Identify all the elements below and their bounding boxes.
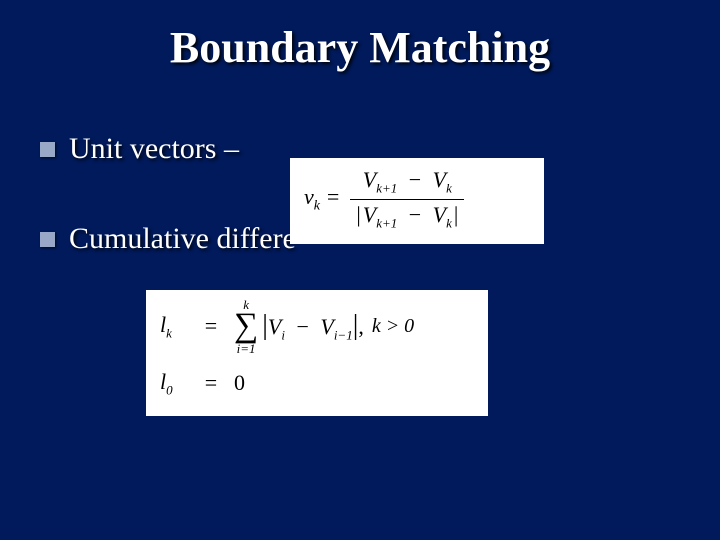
comma: , — [358, 314, 364, 339]
abs-open: | — [354, 202, 362, 227]
minus-sign: − — [403, 202, 427, 227]
f2-r1-rhs: k ∑ i=1 |Vi − Vi−1|, k > 0 — [234, 298, 414, 355]
f1-numerator: Vk+1 − Vk — [359, 167, 456, 196]
f1-lhs-var: v — [304, 184, 314, 209]
f1-den-b: Vk — [433, 202, 452, 227]
f1-num-b: Vk — [433, 167, 452, 192]
bullet-item-2: Cumulative differe — [40, 222, 296, 256]
formula-unit-vector: vk = Vk+1 − Vk |Vk+1 − Vk| — [290, 158, 544, 244]
sigma-icon: k ∑ i=1 — [234, 298, 258, 355]
minus-sign: − — [290, 314, 314, 339]
f2-r1-lhs: lk — [160, 312, 188, 341]
abs-close: | — [452, 202, 460, 227]
sigma-symbol: ∑ — [234, 311, 258, 342]
slide: Boundary Matching Unit vectors – Cumulat… — [0, 0, 720, 540]
formula-cumulative: lk = k ∑ i=1 |Vi − Vi−1|, k > 0 l0 — [146, 290, 488, 416]
minus-sign: − — [403, 167, 427, 192]
f1-num-a: Vk+1 — [363, 167, 398, 192]
f2-r2-rhs: 0 — [234, 370, 245, 396]
f2-row1: lk = k ∑ i=1 |Vi − Vi−1|, k > 0 — [160, 298, 474, 355]
f2-condition: k > 0 — [372, 315, 414, 338]
f1-denominator: |Vk+1 − Vk| — [350, 202, 464, 231]
equals-sign: = — [202, 313, 220, 339]
bullet-text-2: Cumulative differe — [69, 222, 296, 256]
equals-sign: = — [202, 370, 220, 396]
fraction-bar — [350, 199, 464, 200]
f1-fraction: Vk+1 − Vk |Vk+1 − Vk| — [350, 167, 464, 231]
f2-sum-body: |Vi − Vi−1|, — [262, 310, 364, 343]
bullet-square-icon — [40, 142, 55, 157]
f1-lhs-sub: k — [314, 198, 320, 213]
bullet-item-1: Unit vectors – — [40, 132, 239, 166]
equals-sign: = — [325, 184, 340, 209]
f2-term-b: Vi−1 — [320, 314, 352, 339]
f1-den-a: Vk+1 — [363, 202, 398, 227]
f1-lhs: vk = — [304, 184, 340, 214]
bullet-text-1: Unit vectors – — [69, 132, 239, 166]
bullet-square-icon — [40, 232, 55, 247]
slide-title: Boundary Matching — [0, 22, 720, 73]
f2-row2: l0 = 0 — [160, 369, 474, 398]
f2-r2-lhs: l0 — [160, 369, 188, 398]
formula1-content: vk = Vk+1 − Vk |Vk+1 − Vk| — [304, 164, 530, 234]
f2-term-a: Vi — [268, 314, 285, 339]
